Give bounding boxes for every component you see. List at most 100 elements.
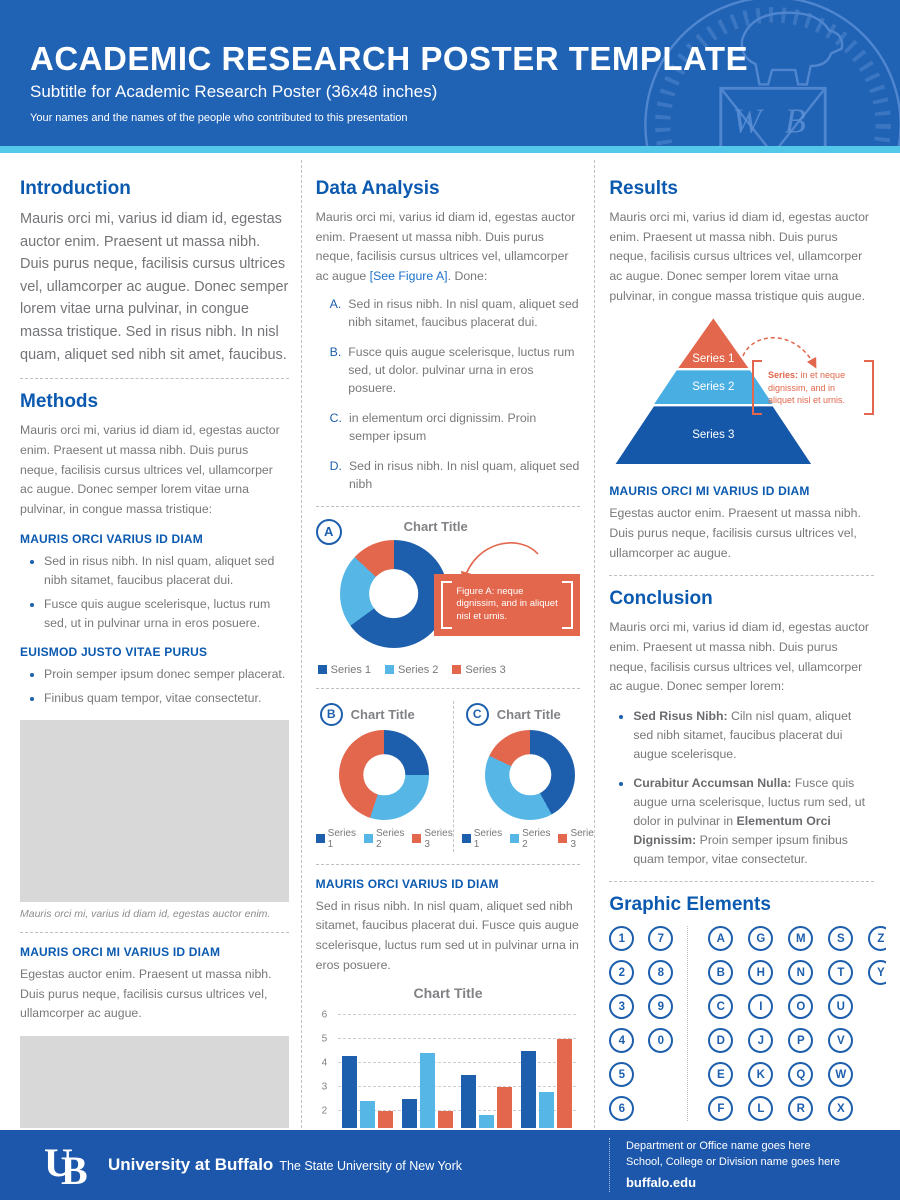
ub-logo: U B <box>44 1144 88 1186</box>
circled-letter: O <box>788 994 814 1020</box>
circled-number: 8 <box>648 960 674 986</box>
chart-c: C Chart Title Series 1 Series 2 Series 3 <box>452 700 594 852</box>
y-tick-label: 3 <box>321 1081 328 1093</box>
lettered-list-item: A. Sed in risus nibh. In nisl quam, aliq… <box>330 295 581 332</box>
bar-chart: Chart Title 0123456 categorycategorycate… <box>316 985 581 1128</box>
right-column: Results Mauris orci mi, varius id diam i… <box>595 160 886 1128</box>
bar <box>377 1110 393 1128</box>
legend-item: Series 1 <box>317 664 371 676</box>
ub-crest-watermark: W B <box>644 0 900 146</box>
circled-letter: Q <box>788 1062 814 1088</box>
item-letter: B. <box>329 344 342 359</box>
gridline <box>337 1085 577 1087</box>
circled-number-column: 7 8 9 0 <box>648 926 674 1121</box>
legend-label: Series 3 <box>570 827 594 850</box>
methods-text: Mauris orci mi, varius id diam id, egest… <box>20 423 280 516</box>
item-text: Fusce quis augue scelerisque, luctus rum… <box>348 344 575 396</box>
circled-letter: K <box>748 1062 774 1088</box>
bar <box>341 1055 357 1128</box>
section-heading-results: Results <box>609 178 678 199</box>
legend-swatch <box>412 834 422 844</box>
legend-swatch <box>452 665 462 675</box>
data-analysis-text: Mauris orci mi, varius id diam id, egest… <box>316 208 581 287</box>
circled-number: 5 <box>609 1062 635 1088</box>
poster-subtitle: Subtitle for Academic Research Poster (3… <box>30 82 438 101</box>
legend-item: Series 2 <box>385 664 438 676</box>
donut-hole <box>509 753 551 796</box>
callout-arrow-icon <box>460 541 539 583</box>
legend-swatch <box>315 834 325 844</box>
legend-label: Series 3 <box>424 827 453 850</box>
legend-item: Series 3 <box>412 827 453 850</box>
legend-swatch <box>364 834 374 844</box>
section-heading-methods: Methods <box>20 391 99 413</box>
methods-subheading-1: MAURIS ORCI VARIUS ID DIAM <box>20 531 203 546</box>
lettered-list-item: D. Sed in risus nibh. In nisl quam, aliq… <box>330 457 581 494</box>
bullet-segment: Proin semper ipsum finibus quam tempor, … <box>633 833 848 867</box>
poster-authors: Your names and the names of the people w… <box>30 112 408 124</box>
see-figure-a-link[interactable]: [See Figure A] <box>369 269 448 284</box>
middle-section2-text: Sed in risus nibh. In nisl quam, aliquet… <box>315 898 579 972</box>
circled-number: 6 <box>609 1096 635 1122</box>
results-sub-text: Egestas auctor enim. Praesent ut massa n… <box>609 506 861 560</box>
dashed-divider <box>20 931 289 933</box>
legend-swatch <box>317 665 327 675</box>
legend-item: Series 1 <box>315 828 356 850</box>
legend-item: Series 2 <box>364 828 404 850</box>
circled-letter: E <box>708 1062 734 1088</box>
circled-letter: H <box>748 960 774 986</box>
middle-column: Data Analysis Mauris orci mi, varius id … <box>300 160 596 1128</box>
bar-group <box>517 1015 577 1128</box>
section-heading-data-analysis: Data Analysis <box>315 178 440 199</box>
circled-letter: C <box>708 994 734 1020</box>
circled-letter: B <box>708 960 734 986</box>
dashed-divider <box>609 575 874 577</box>
dashed-divider <box>315 863 581 865</box>
circled-letter: T <box>828 960 854 986</box>
legend-label: Series 2 <box>376 827 405 850</box>
gridline <box>337 1061 577 1063</box>
legend-label: Series 1 <box>473 827 503 850</box>
bullet-item: Finibus quam tempor, vitae consectetur. <box>44 689 289 708</box>
circled-letter: U <box>828 994 854 1020</box>
dashed-divider <box>315 687 581 689</box>
donut-hole <box>368 568 419 619</box>
charts-b-c: B Chart Title Series 1 Series 2 Series 3 C… <box>315 700 594 852</box>
left-sub3-text: Egestas auctor enim. Praesent ut massa n… <box>20 966 272 1021</box>
item-letter: C. <box>329 410 342 425</box>
circled-letter: V <box>828 1028 854 1054</box>
circled-letter: X <box>828 1096 854 1122</box>
chart-c-legend: Series 1 Series 2 Series 3 <box>461 827 594 850</box>
gridline <box>337 1109 577 1111</box>
bar-group <box>397 1015 457 1128</box>
university-name: University at Buffalo The State Universit… <box>108 1155 462 1175</box>
y-tick-label: 6 <box>321 1009 328 1021</box>
series-callout: Series: in et neque dignissim, and in al… <box>752 360 874 416</box>
methods-subheading-2: EUISMOD JUSTO VITAE PURUS <box>20 644 208 659</box>
item-letter: A. <box>329 296 342 311</box>
bar <box>461 1074 477 1128</box>
donut-chart-c <box>485 729 576 820</box>
legend-label: Series 2 <box>522 827 551 850</box>
legend-swatch <box>461 834 471 844</box>
bar <box>521 1051 536 1128</box>
data-analysis-text-pre: Mauris orci mi, varius id diam id, egest… <box>315 210 576 284</box>
section-heading-graphic-elements: Graphic Elements <box>609 894 771 916</box>
circled-number: 4 <box>609 1028 635 1054</box>
dashed-divider <box>315 505 581 507</box>
circled-number-column: 1 2 3 4 5 6 <box>609 926 635 1122</box>
chart-b: B Chart Title Series 1 Series 2 Series 3 <box>315 701 453 852</box>
bar <box>497 1086 513 1128</box>
left-column: Introduction Mauris orci mi, varius id d… <box>14 160 301 1128</box>
chart-a-legend: Series 1 Series 2 Series 3 <box>317 664 581 676</box>
series-callout-bold: Series: <box>768 370 799 381</box>
svg-text:W: W <box>732 102 764 141</box>
university-url[interactable]: buffalo.edu <box>625 1174 697 1190</box>
circled-letter: W <box>828 1062 854 1088</box>
poster-body: Introduction Mauris orci mi, varius id d… <box>0 160 900 1128</box>
svg-text:U: U <box>44 1144 73 1185</box>
